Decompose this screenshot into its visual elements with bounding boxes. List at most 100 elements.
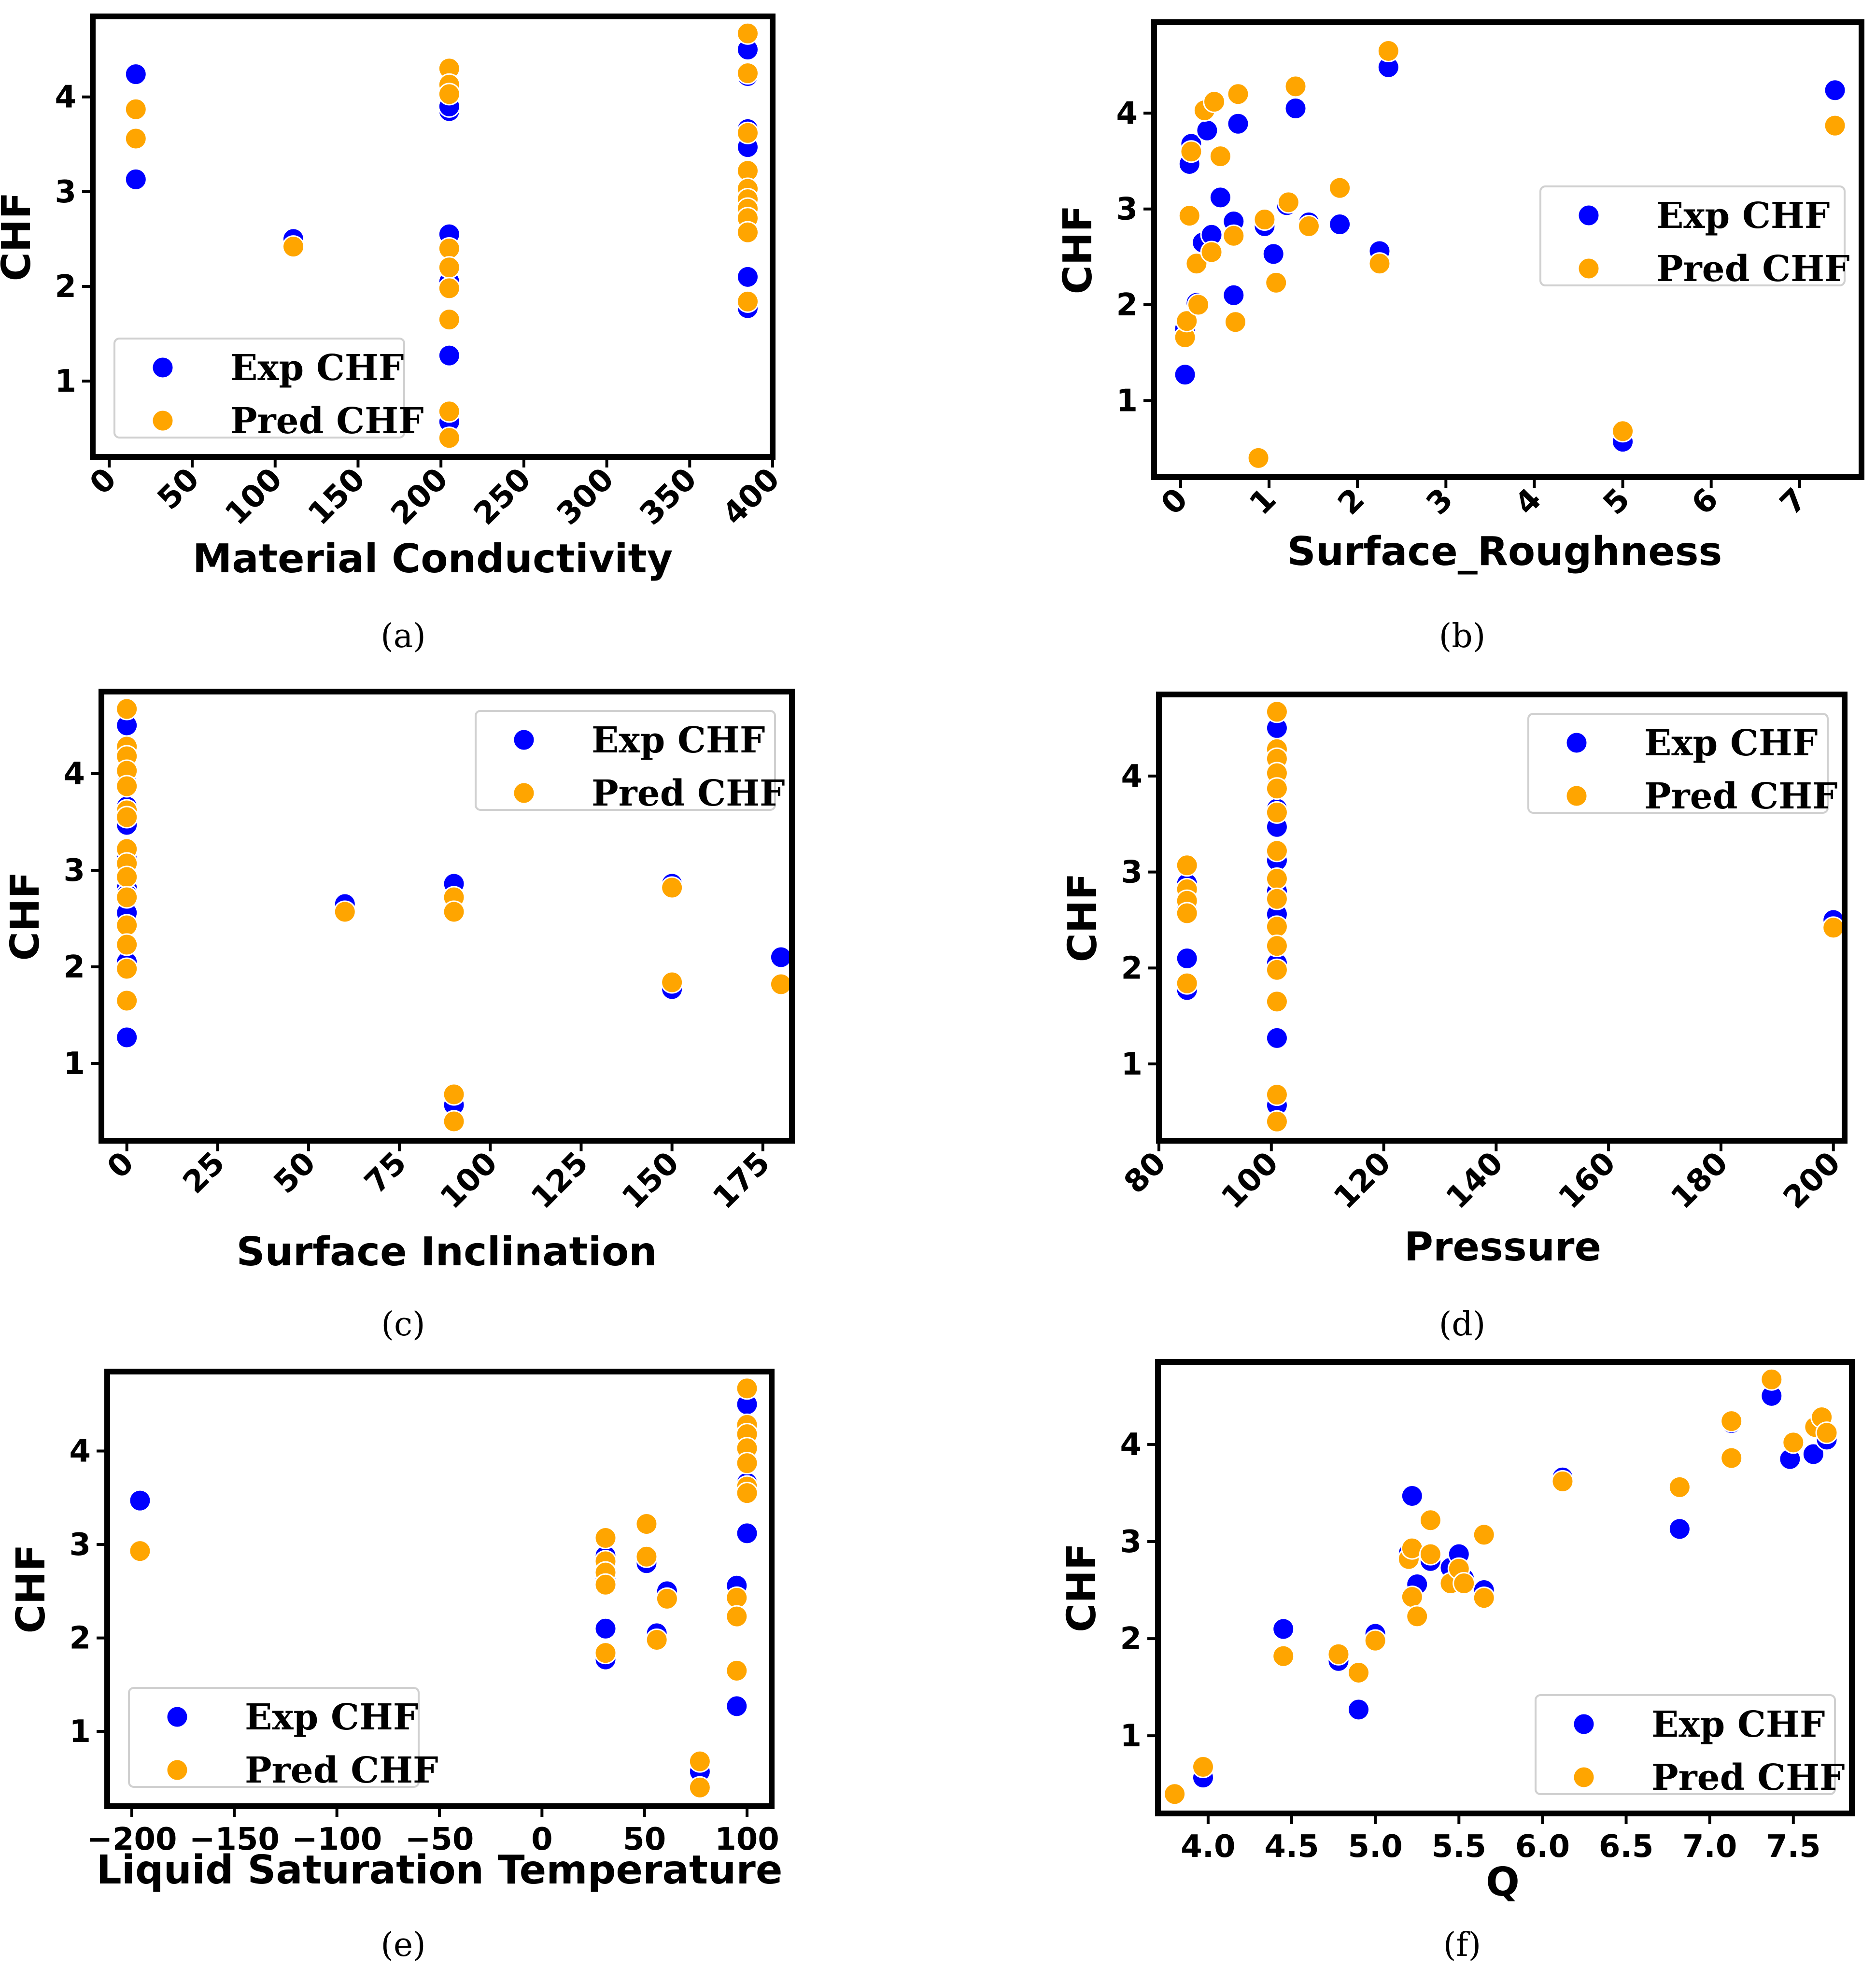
x-tick-label: 1 [1243,481,1284,522]
y-axis-label: CHF [1060,873,1106,963]
legend: Exp CHF Pred CHF [113,338,424,442]
pred-chf-point [115,806,139,829]
pred-chf-point [735,1377,759,1400]
exp-chf-point [1272,1617,1295,1641]
exp-chf-point [1328,212,1352,236]
y-tick-label: 1 [63,1046,85,1082]
x-tick-label: 180 [1664,1145,1735,1216]
pred-chf-point [1272,1644,1295,1668]
pred-chf-point [1175,854,1199,877]
pred-chf-point [1406,1605,1429,1628]
pred-chf-point [1720,1446,1743,1470]
x-axis-label: Material Conductivity [193,536,673,582]
x-tick-label: 4.5 [1264,1829,1319,1865]
pred-chf-point [1297,214,1320,238]
pred-chf-point [437,237,461,260]
legend-exp-marker [1572,1713,1595,1736]
x-tick-label: 100 [218,461,289,532]
pred-chf-point [1377,39,1400,62]
exp-chf-point [769,946,792,969]
y-tick-label: 2 [1121,950,1143,986]
pred-chf-point [1222,224,1245,247]
pred-chf-point [1227,83,1250,106]
exp-chf-point [115,1026,139,1049]
legend: Exp CHF Pred CHF [1535,1694,1845,1798]
legend-pred-marker [1577,257,1600,280]
chart-panel: 1 2 3 4 0 25 50 75 100 125 150 175 Surface Inclinati… [2,689,795,1344]
exp-chf-point [1196,119,1219,142]
y-tick-label: 4 [1116,96,1138,131]
pred-chf-point [1265,887,1288,910]
chart-panel: 1 2 3 4 0 1 2 3 4 5 6 7 Surface_Roughness CHF Exp CHF P… [1055,19,1864,655]
legend-exp-marker [1577,204,1600,227]
exp-chf-point [124,168,147,191]
pred-chf-point [115,886,139,909]
x-tick-label: 50 [151,461,206,517]
pred-chf-point [437,426,461,450]
pred-chf-point [1185,252,1208,275]
x-tick-label: 2 [1331,481,1372,522]
exp-chf-point [1262,242,1285,266]
pred-chf-point [1265,867,1288,891]
pred-chf-point [1200,241,1223,264]
pred-chf-point [725,1659,748,1682]
exp-chf-point [594,1617,617,1640]
pred-chf-point [115,865,139,889]
legend: Exp CHF Pred CHF [128,1687,438,1791]
pred-chf-point [688,1750,711,1773]
x-tick-label: 7 [1773,481,1814,522]
pred-chf-point [1265,990,1288,1013]
x-tick-label: 7.5 [1766,1829,1820,1865]
x-tick-label: 120 [1327,1145,1398,1216]
x-tick-label: 25 [176,1145,232,1201]
x-tick-label: 5 [1596,481,1637,522]
pred-chf-point [282,235,305,258]
legend-entry: Exp CHF [592,720,765,761]
x-tick-label: 6.5 [1599,1829,1653,1865]
panel-caption: (e) [381,1926,425,1964]
pred-chf-point [442,1083,465,1106]
legend-pred-marker [151,409,174,432]
legend-box [1539,185,1846,286]
pred-chf-point [735,1482,759,1505]
pred-chf-point [1419,1543,1442,1566]
pred-chf-point [1265,700,1288,723]
pred-chf-point [736,221,759,244]
panel-caption: (a) [381,617,426,655]
x-tick-label: 0 [531,1822,553,1857]
pred-chf-point [645,1628,668,1651]
pred-chf-point [725,1605,748,1628]
x-axis-label: Pressure [1404,1224,1601,1270]
x-axis-label: Q [1486,1859,1520,1905]
exp-chf-point [1284,97,1307,120]
plot-frame [99,689,795,1144]
x-tick-label: 200 [384,461,455,532]
plot-frame [1156,692,1848,1144]
legend-exp-marker [1565,731,1588,754]
pred-chf-point [1328,176,1352,199]
pred-chf-point [115,775,139,798]
x-tick-label: −50 [405,1822,474,1857]
exp-chf-point [1222,283,1245,307]
pred-chf-point [1327,1642,1350,1666]
pred-chf-point [1175,902,1199,925]
exp-chf-point [1265,1026,1288,1049]
x-tick-label: 350 [633,461,704,532]
pred-chf-point [437,277,461,300]
exp-chf-point [1209,186,1232,209]
pred-chf-point [1284,75,1307,98]
pred-chf-point [1187,293,1210,316]
legend-exp-marker [166,1705,189,1728]
y-tick-label: 3 [1116,192,1138,227]
x-tick-label: 7.0 [1682,1829,1737,1865]
legend-pred-marker [166,1758,189,1782]
x-tick-label: 6.0 [1515,1829,1570,1865]
pred-chf-point [442,1110,465,1133]
legend: Exp CHF Pred CHF [1539,185,1850,290]
legend-entry: Pred CHF [230,400,424,442]
plot-frame [90,14,776,460]
x-tick-label: 100 [434,1145,505,1216]
y-tick-label: 1 [1121,1047,1143,1082]
pred-chf-point [735,1452,759,1475]
x-tick-label: 80 [1117,1145,1173,1201]
